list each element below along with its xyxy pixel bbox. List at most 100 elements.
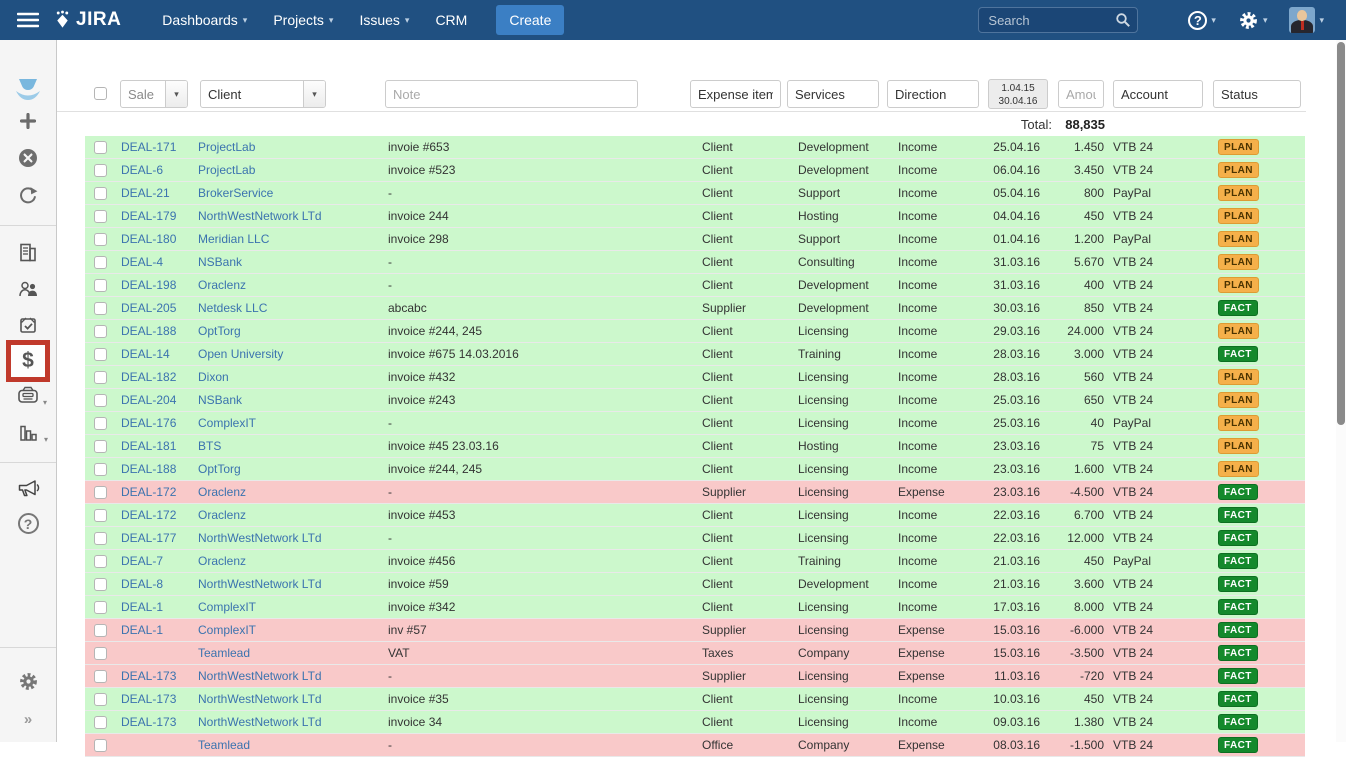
sidebar-item-announcements[interactable]	[0, 476, 56, 499]
row-checkbox[interactable]	[93, 393, 107, 407]
deal-link[interactable]: DEAL-177	[121, 531, 177, 545]
scrollbar-thumb[interactable]	[1337, 42, 1345, 425]
deal-link[interactable]: DEAL-1	[121, 623, 164, 637]
row-checkbox[interactable]	[93, 508, 107, 522]
deal-link[interactable]: DEAL-182	[121, 370, 177, 384]
deal-link[interactable]: DEAL-4	[121, 255, 164, 269]
row-checkbox[interactable]	[93, 715, 107, 729]
client-link[interactable]: NorthWestNetwork LTd	[198, 669, 322, 683]
client-link[interactable]: Oraclenz	[198, 554, 247, 568]
admin-menu[interactable]: ▾	[1238, 10, 1267, 31]
client-link[interactable]: NSBank	[198, 255, 243, 269]
client-link[interactable]: Oraclenz	[198, 485, 247, 499]
row-checkbox[interactable]	[93, 278, 107, 292]
client-link[interactable]: ComplexIT	[198, 600, 257, 614]
sidebar-item-companies[interactable]	[0, 242, 56, 264]
client-link[interactable]: BrokerService	[198, 186, 274, 200]
date-range-filter-button[interactable]: 1.04.15 30.04.16	[988, 79, 1048, 109]
sidebar-item-cash-register[interactable]	[0, 386, 56, 406]
client-link[interactable]: Teamlead	[198, 738, 251, 752]
client-link[interactable]: NorthWestNetwork LTd	[198, 715, 322, 729]
row-checkbox[interactable]	[93, 669, 107, 683]
client-link[interactable]: Netdesk LLC	[198, 301, 268, 315]
row-checkbox[interactable]	[93, 577, 107, 591]
user-menu[interactable]: ▾	[1289, 7, 1324, 33]
client-link[interactable]: Oraclenz	[198, 508, 247, 522]
sidebar-item-reports[interactable]	[0, 423, 56, 443]
row-checkbox[interactable]	[93, 370, 107, 384]
deal-link[interactable]: DEAL-205	[121, 301, 177, 315]
row-checkbox[interactable]	[93, 186, 107, 200]
deal-link[interactable]: DEAL-173	[121, 692, 177, 706]
sidebar-item-expand[interactable]: »	[0, 711, 56, 728]
nav-projects[interactable]: Projects ▾	[273, 12, 333, 28]
deal-link[interactable]: DEAL-173	[121, 715, 177, 729]
deal-link[interactable]: DEAL-14	[121, 347, 170, 361]
nav-issues[interactable]: Issues ▾	[359, 12, 409, 28]
sidebar-item-add[interactable]	[0, 113, 56, 129]
deal-link[interactable]: DEAL-204	[121, 393, 177, 407]
account-filter-input[interactable]	[1113, 80, 1203, 108]
deal-link[interactable]: DEAL-181	[121, 439, 177, 453]
deal-link[interactable]: DEAL-179	[121, 209, 177, 223]
note-filter-input[interactable]	[385, 80, 638, 108]
row-checkbox[interactable]	[93, 232, 107, 246]
deal-link[interactable]: DEAL-171	[121, 140, 177, 154]
deal-link[interactable]: DEAL-172	[121, 485, 177, 499]
row-checkbox[interactable]	[93, 623, 107, 637]
search-input[interactable]	[978, 7, 1139, 33]
row-checkbox[interactable]	[93, 692, 107, 706]
deal-link[interactable]: DEAL-188	[121, 324, 177, 338]
sidebar-item-transactions[interactable]: $	[0, 349, 56, 373]
amount-filter-input[interactable]	[1058, 80, 1104, 108]
select-all-checkbox[interactable]	[94, 87, 107, 100]
help-menu[interactable]: ? ▾	[1188, 10, 1216, 30]
jira-logo[interactable]: JIRA	[53, 9, 121, 31]
sidebar-item-help[interactable]: ?	[0, 513, 56, 534]
client-link[interactable]: NorthWestNetwork LTd	[198, 209, 322, 223]
client-link[interactable]: OptTorg	[198, 324, 241, 338]
deal-link[interactable]: DEAL-1	[121, 600, 164, 614]
row-checkbox[interactable]	[93, 485, 107, 499]
client-link[interactable]: ProjectLab	[198, 140, 256, 154]
sidebar-item-settings[interactable]	[0, 671, 56, 692]
sale-filter-select[interactable]: Sale ▾	[120, 80, 188, 108]
client-link[interactable]: NorthWestNetwork LTd	[198, 692, 322, 706]
deal-link[interactable]: DEAL-8	[121, 577, 164, 591]
deal-link[interactable]: DEAL-173	[121, 669, 177, 683]
row-checkbox[interactable]	[93, 209, 107, 223]
create-button[interactable]: Create	[496, 5, 565, 35]
row-checkbox[interactable]	[93, 554, 107, 568]
client-link[interactable]: Oraclenz	[198, 278, 247, 292]
row-checkbox[interactable]	[93, 255, 107, 269]
row-checkbox[interactable]	[93, 600, 107, 614]
row-checkbox[interactable]	[93, 163, 107, 177]
client-filter-select[interactable]: Client ▾	[200, 80, 326, 108]
row-checkbox[interactable]	[93, 738, 107, 752]
row-checkbox[interactable]	[93, 416, 107, 430]
nav-crm[interactable]: CRM	[435, 12, 467, 28]
nav-dashboards[interactable]: Dashboards ▾	[162, 12, 247, 28]
client-link[interactable]: Teamlead	[198, 646, 251, 660]
sidebar-item-products[interactable]	[0, 314, 56, 336]
client-link[interactable]: BTS	[198, 439, 222, 453]
row-checkbox[interactable]	[93, 646, 107, 660]
deal-link[interactable]: DEAL-176	[121, 416, 177, 430]
deal-link[interactable]: DEAL-198	[121, 278, 177, 292]
sidebar-item-contacts[interactable]	[0, 278, 56, 300]
client-link[interactable]: Meridian LLC	[198, 232, 270, 246]
deal-link[interactable]: DEAL-188	[121, 462, 177, 476]
row-checkbox[interactable]	[93, 301, 107, 315]
client-link[interactable]: Dixon	[198, 370, 229, 384]
client-link[interactable]: Open University	[198, 347, 284, 361]
services-filter-input[interactable]	[787, 80, 879, 108]
client-link[interactable]: NSBank	[198, 393, 243, 407]
client-link[interactable]: OptTorg	[198, 462, 241, 476]
client-link[interactable]: NorthWestNetwork LTd	[198, 577, 322, 591]
direction-filter-input[interactable]	[887, 80, 979, 108]
deal-link[interactable]: DEAL-6	[121, 163, 164, 177]
row-checkbox[interactable]	[93, 439, 107, 453]
sidebar-item-crm-logo[interactable]	[0, 76, 56, 104]
expense-items-filter-input[interactable]	[690, 80, 781, 108]
app-switcher-menu-icon[interactable]	[0, 12, 53, 28]
